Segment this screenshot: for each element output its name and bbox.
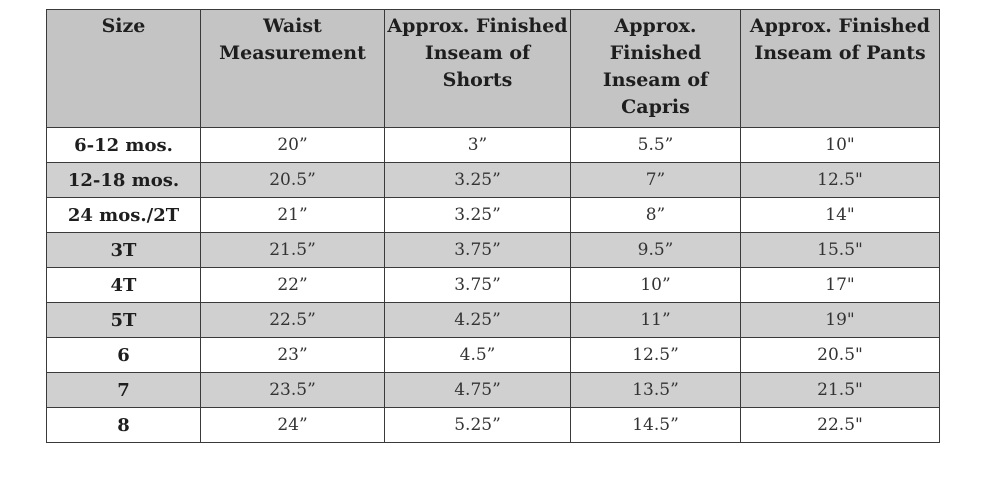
- waist-cell: 20”: [200, 127, 385, 163]
- size-cell: 6: [46, 337, 201, 373]
- size-cell: 8: [46, 407, 201, 443]
- waist-cell: 23”: [200, 337, 385, 373]
- capris-inseam-cell: 8”: [570, 197, 741, 233]
- header-inseam-capris: Approx. Finished Inseam of Capris: [570, 9, 741, 128]
- shorts-inseam-cell: 5.25”: [384, 407, 571, 443]
- capris-inseam-cell: 13.5”: [570, 372, 741, 408]
- waist-cell: 22.5”: [200, 302, 385, 338]
- table-header: Size Waist Measurement Approx. Finished …: [46, 9, 940, 128]
- header-size: Size: [46, 9, 201, 128]
- waist-cell: 22”: [200, 267, 385, 303]
- waist-cell: 23.5”: [200, 372, 385, 408]
- shorts-inseam-cell: 3.75”: [384, 267, 571, 303]
- capris-inseam-cell: 9.5”: [570, 232, 741, 268]
- capris-inseam-cell: 7”: [570, 162, 741, 198]
- shorts-inseam-cell: 4.75”: [384, 372, 571, 408]
- header-row: Size Waist Measurement Approx. Finished …: [46, 9, 940, 128]
- capris-inseam-cell: 14.5”: [570, 407, 741, 443]
- capris-inseam-cell: 12.5”: [570, 337, 741, 373]
- shorts-inseam-cell: 4.25”: [384, 302, 571, 338]
- waist-cell: 20.5”: [200, 162, 385, 198]
- pants-inseam-cell: 15.5": [740, 232, 940, 268]
- size-cell: 6-12 mos.: [46, 127, 201, 163]
- table-row: 4T 22” 3.75” 10” 17": [46, 267, 940, 303]
- table-row: 24 mos./2T 21” 3.25” 8” 14": [46, 197, 940, 233]
- table-body: 6-12 mos. 20” 3” 5.5” 10" 12-18 mos. 20.5” 3.25…: [46, 127, 940, 443]
- size-cell: 7: [46, 372, 201, 408]
- waist-cell: 24”: [200, 407, 385, 443]
- size-cell: 4T: [46, 267, 201, 303]
- table-row: 12-18 mos. 20.5” 3.25” 7” 12.5": [46, 162, 940, 198]
- pants-inseam-cell: 10": [740, 127, 940, 163]
- size-cell: 12-18 mos.: [46, 162, 201, 198]
- shorts-inseam-cell: 3”: [384, 127, 571, 163]
- pants-inseam-cell: 17": [740, 267, 940, 303]
- pants-inseam-cell: 22.5": [740, 407, 940, 443]
- capris-inseam-cell: 11”: [570, 302, 741, 338]
- header-inseam-shorts: Approx. Finished Inseam of Shorts: [384, 9, 571, 128]
- table-row: 8 24” 5.25” 14.5” 22.5": [46, 407, 940, 443]
- table-row: 7 23.5” 4.75” 13.5” 21.5": [46, 372, 940, 408]
- shorts-inseam-cell: 3.25”: [384, 162, 571, 198]
- pants-inseam-cell: 21.5": [740, 372, 940, 408]
- pants-inseam-cell: 19": [740, 302, 940, 338]
- size-chart-table: Size Waist Measurement Approx. Finished …: [46, 9, 940, 443]
- shorts-inseam-cell: 3.75”: [384, 232, 571, 268]
- waist-cell: 21.5”: [200, 232, 385, 268]
- size-cell: 5T: [46, 302, 201, 338]
- table-row: 3T 21.5” 3.75” 9.5” 15.5": [46, 232, 940, 268]
- shorts-inseam-cell: 4.5”: [384, 337, 571, 373]
- header-waist-measurement: Waist Measurement: [200, 9, 385, 128]
- table-row: 6-12 mos. 20” 3” 5.5” 10": [46, 127, 940, 163]
- pants-inseam-cell: 14": [740, 197, 940, 233]
- capris-inseam-cell: 5.5”: [570, 127, 741, 163]
- header-inseam-pants: Approx. Finished Inseam of Pants: [740, 9, 940, 128]
- size-cell: 24 mos./2T: [46, 197, 201, 233]
- waist-cell: 21”: [200, 197, 385, 233]
- size-cell: 3T: [46, 232, 201, 268]
- pants-inseam-cell: 12.5": [740, 162, 940, 198]
- pants-inseam-cell: 20.5": [740, 337, 940, 373]
- capris-inseam-cell: 10”: [570, 267, 741, 303]
- table-row: 5T 22.5” 4.25” 11” 19": [46, 302, 940, 338]
- shorts-inseam-cell: 3.25”: [384, 197, 571, 233]
- table-row: 6 23” 4.5” 12.5” 20.5": [46, 337, 940, 373]
